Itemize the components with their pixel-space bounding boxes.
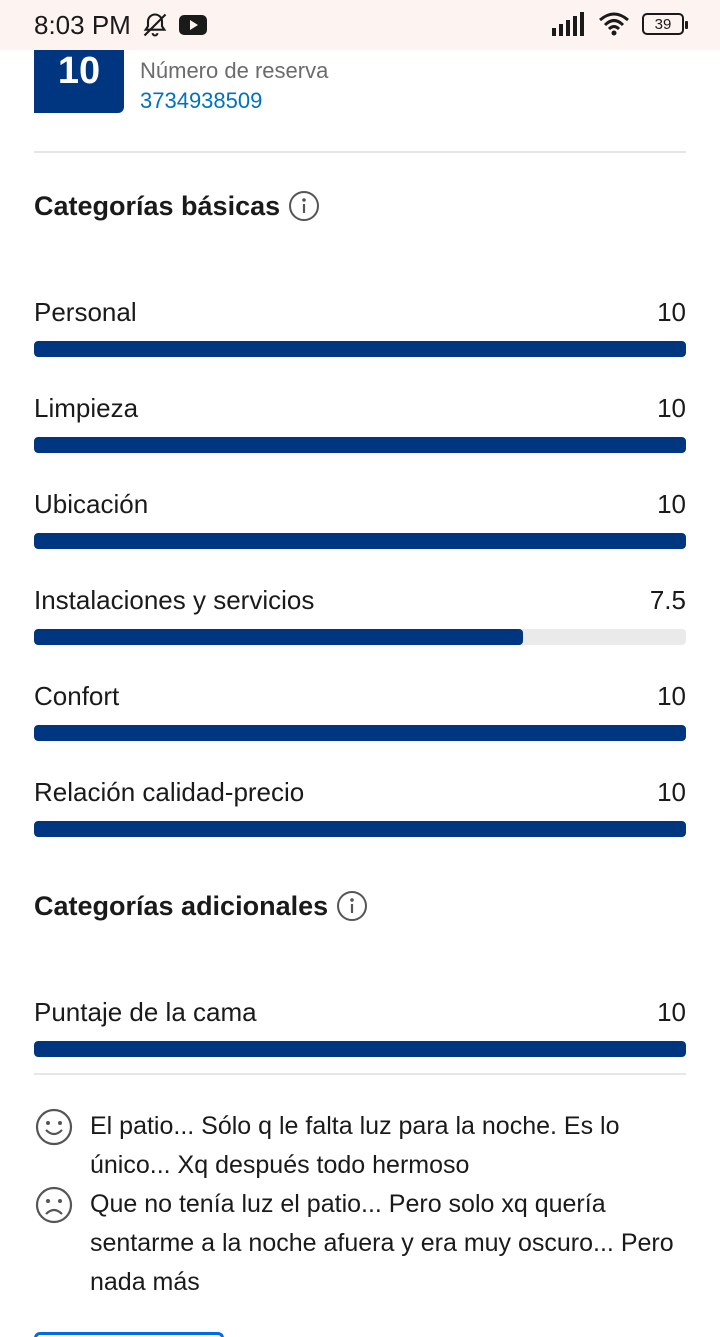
category-progress-fill: [34, 725, 686, 741]
status-bar: 8:03 PM 39: [0, 0, 720, 50]
basic-categories-title: Categorías básicas: [34, 190, 320, 222]
smiley-happy-icon: [35, 1108, 73, 1146]
category-progress-bar: [34, 629, 686, 645]
info-icon[interactable]: [336, 890, 368, 922]
category-row: Relación calidad-precio 10: [34, 777, 686, 837]
additional-categories-title: Categorías adicionales: [34, 890, 368, 922]
divider: [34, 1073, 686, 1075]
category-progress-fill: [34, 629, 523, 645]
signal-icon: [552, 12, 584, 36]
review-negative-text: Que no tenía luz el patio... Pero solo x…: [90, 1190, 674, 1296]
category-row: Confort 10: [34, 681, 686, 741]
smiley-sad-icon: [35, 1186, 73, 1224]
category-progress-bar: [34, 341, 686, 357]
review-positive-text: El patio... Sólo q le falta luz para la …: [90, 1112, 620, 1179]
category-score: 10: [657, 393, 686, 423]
category-row: Limpieza 10: [34, 393, 686, 453]
reservation-label: Número de reserva: [140, 58, 329, 83]
category-row: Instalaciones y servicios 7.5: [34, 585, 686, 645]
category-score: 10: [657, 681, 686, 711]
additional-categories-label: Categorías adicionales: [34, 890, 329, 921]
category-row: Ubicación 10: [34, 489, 686, 549]
category-score: 7.5: [649, 585, 686, 615]
category-label: Limpieza: [34, 393, 139, 423]
score-badge: 10: [34, 50, 124, 113]
battery-icon: 39: [642, 13, 688, 35]
category-progress-fill: [34, 1041, 686, 1057]
category-score: 10: [657, 297, 686, 327]
category-label: Instalaciones y servicios: [34, 585, 315, 615]
status-time: 8:03 PM: [34, 9, 131, 40]
category-progress-bar: [34, 725, 686, 741]
category-progress-fill: [34, 533, 686, 549]
category-score: 10: [657, 997, 686, 1027]
info-icon[interactable]: [288, 190, 320, 222]
category-score: 10: [657, 777, 686, 807]
youtube-icon: [178, 15, 207, 35]
category-progress-bar: [34, 821, 686, 837]
category-progress-fill: [34, 821, 686, 837]
bottom-action-button[interactable]: [34, 1332, 224, 1337]
battery-level: 39: [654, 15, 672, 33]
category-label: Relación calidad-precio: [34, 777, 305, 807]
category-label: Confort: [34, 681, 120, 711]
category-progress-bar: [34, 533, 686, 549]
wifi-icon: [599, 12, 629, 36]
category-row: Puntaje de la cama 10: [34, 997, 686, 1057]
category-progress-fill: [34, 341, 686, 357]
category-label: Ubicación: [34, 489, 149, 519]
divider: [34, 151, 686, 153]
category-score: 10: [657, 489, 686, 519]
review-positive: El patio... Sólo q le falta luz para la …: [34, 1107, 686, 1185]
score-value: 10: [57, 50, 101, 92]
category-progress-fill: [34, 437, 686, 453]
category-progress-bar: [34, 1041, 686, 1057]
category-label: Puntaje de la cama: [34, 997, 257, 1027]
bell-off-icon: [143, 13, 167, 37]
category-progress-bar: [34, 437, 686, 453]
review-negative: Que no tenía luz el patio... Pero solo x…: [34, 1185, 686, 1302]
reservation-number[interactable]: 3734938509: [140, 88, 263, 113]
category-row: Personal 10: [34, 297, 686, 357]
category-label: Personal: [34, 297, 137, 327]
basic-categories-label: Categorías básicas: [34, 190, 281, 221]
